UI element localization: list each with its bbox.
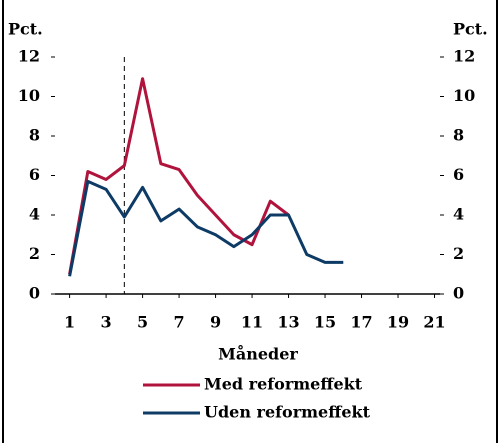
x-tick-label: 9 [210,313,221,332]
x-tick-label: 1 [64,313,75,332]
y-tick-label: 2 [29,244,40,263]
x-axis-label: Måneder [218,344,298,364]
x-tick-label: 17 [350,313,372,332]
y-axis-label: Pct. [8,20,43,39]
x-tick-label: 19 [387,313,409,332]
y-tick-label: 8 [29,126,40,145]
y2-axis-label: Pct. [453,20,488,39]
y2-tick-label: 4 [453,205,464,224]
y-tick-label: 4 [29,205,40,224]
x-tick-label: 13 [277,313,299,332]
y2-tick-label: 8 [453,126,464,145]
y-tick-label: 10 [18,86,40,105]
legend-label: Uden reformeffekt [204,403,371,422]
x-tick-label: 21 [423,313,445,332]
x-tick-label: 5 [137,313,148,332]
y-tick-label: 0 [29,284,40,303]
y2-tick-label: 12 [453,47,475,66]
y2-tick-label: 6 [453,165,464,184]
y-tick-label: 12 [18,47,40,66]
y2-tick-label: 10 [453,86,475,105]
x-tick-label: 15 [314,313,336,332]
x-tick-label: 3 [101,313,112,332]
y2-tick-label: 0 [453,284,464,303]
y-tick-label: 6 [29,165,40,184]
series-line [68,77,290,275]
series-line [68,179,344,277]
legend-label: Med reformeffekt [204,375,363,394]
x-tick-label: 7 [174,313,185,332]
y2-tick-label: 2 [453,244,464,263]
x-tick-label: 11 [241,313,263,332]
